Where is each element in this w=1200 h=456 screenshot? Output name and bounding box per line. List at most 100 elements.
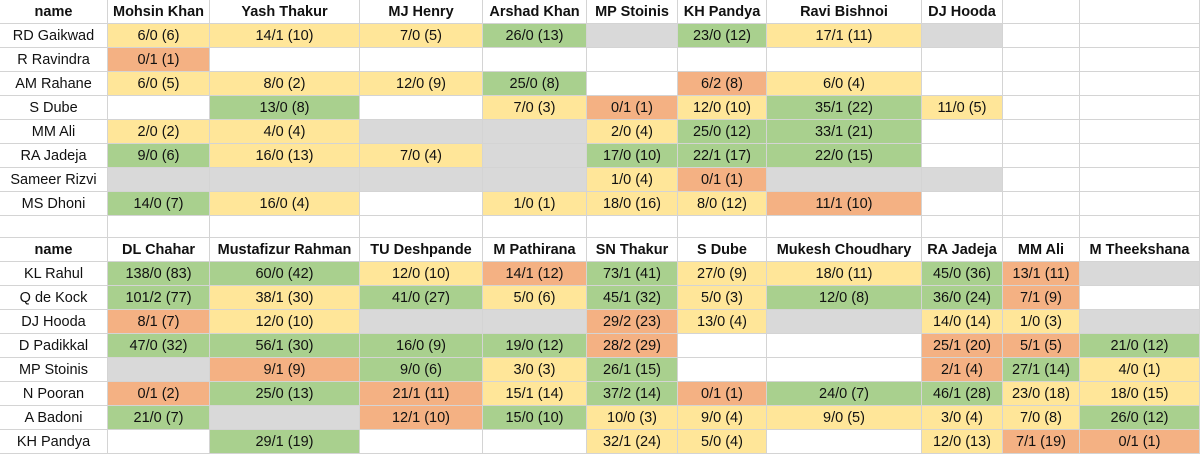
row-name: Q de Kock	[0, 286, 108, 310]
data-cell: 8/0 (2)	[210, 72, 360, 96]
data-cell: 3/0 (4)	[922, 406, 1003, 430]
empty-cell	[1080, 168, 1200, 192]
data-cell: 13/0 (4)	[678, 310, 767, 334]
row-name: Sameer Rizvi	[0, 168, 108, 192]
data-cell: 24/0 (7)	[767, 382, 922, 406]
data-cell: 36/0 (24)	[922, 286, 1003, 310]
empty-cell	[1003, 0, 1080, 24]
empty-cell	[1003, 96, 1080, 120]
data-cell: 29/1 (19)	[210, 430, 360, 454]
data-cell	[360, 48, 483, 72]
data-cell: 32/1 (24)	[587, 430, 678, 454]
row-name: A Badoni	[0, 406, 108, 430]
data-cell	[587, 72, 678, 96]
data-cell	[483, 310, 587, 334]
data-cell: 46/1 (28)	[922, 382, 1003, 406]
data-cell: 22/0 (15)	[767, 144, 922, 168]
data-cell: 16/0 (9)	[360, 334, 483, 358]
data-cell: 26/0 (12)	[1080, 406, 1200, 430]
data-cell: 21/0 (7)	[108, 406, 210, 430]
data-cell	[360, 192, 483, 216]
data-cell: 7/0 (5)	[360, 24, 483, 48]
data-cell: 0/1 (1)	[678, 382, 767, 406]
data-cell: 2/0 (4)	[587, 120, 678, 144]
data-cell: 16/0 (4)	[210, 192, 360, 216]
data-cell: 17/1 (11)	[767, 24, 922, 48]
data-cell: 13/0 (8)	[210, 96, 360, 120]
data-cell: 7/0 (8)	[1003, 406, 1080, 430]
data-cell: 18/0 (15)	[1080, 382, 1200, 406]
empty-cell	[1003, 168, 1080, 192]
empty-cell	[678, 216, 767, 238]
empty-cell	[360, 216, 483, 238]
data-cell: 6/0 (6)	[108, 24, 210, 48]
data-cell: 7/1 (9)	[1003, 286, 1080, 310]
header-cell: MJ Henry	[360, 0, 483, 24]
row-name: S Dube	[0, 96, 108, 120]
data-cell: 56/1 (30)	[210, 334, 360, 358]
header-cell: name	[0, 0, 108, 24]
data-cell: 2/1 (4)	[922, 358, 1003, 382]
data-cell: 73/1 (41)	[587, 262, 678, 286]
header-cell: KH Pandya	[678, 0, 767, 24]
data-cell	[922, 192, 1003, 216]
header-cell: Mukesh Choudhary	[767, 238, 922, 262]
data-cell	[922, 120, 1003, 144]
empty-cell	[1003, 216, 1080, 238]
data-cell	[1080, 310, 1200, 334]
data-cell	[678, 48, 767, 72]
empty-cell	[1080, 96, 1200, 120]
data-cell	[360, 96, 483, 120]
row-name: DJ Hooda	[0, 310, 108, 334]
header-cell: Mustafizur Rahman	[210, 238, 360, 262]
data-cell: 37/2 (14)	[587, 382, 678, 406]
data-cell: 10/0 (3)	[587, 406, 678, 430]
header-cell: TU Deshpande	[360, 238, 483, 262]
empty-cell	[1080, 24, 1200, 48]
data-cell: 15/0 (10)	[483, 406, 587, 430]
data-cell: 5/0 (4)	[678, 430, 767, 454]
empty-cell	[1003, 120, 1080, 144]
data-cell	[108, 96, 210, 120]
header-cell: S Dube	[678, 238, 767, 262]
data-cell: 25/0 (12)	[678, 120, 767, 144]
data-cell	[210, 48, 360, 72]
data-cell: 12/0 (9)	[360, 72, 483, 96]
header-cell: Yash Thakur	[210, 0, 360, 24]
row-name: KL Rahul	[0, 262, 108, 286]
data-cell: 9/0 (6)	[360, 358, 483, 382]
empty-cell	[0, 216, 108, 238]
data-cell: 7/0 (3)	[483, 96, 587, 120]
data-cell	[483, 430, 587, 454]
data-cell: 15/1 (14)	[483, 382, 587, 406]
empty-cell	[1080, 72, 1200, 96]
data-cell: 18/0 (11)	[767, 262, 922, 286]
data-cell	[767, 358, 922, 382]
data-cell	[767, 334, 922, 358]
data-cell: 0/1 (1)	[678, 168, 767, 192]
data-cell	[767, 430, 922, 454]
header-cell: DJ Hooda	[922, 0, 1003, 24]
data-cell	[483, 48, 587, 72]
data-cell: 45/0 (36)	[922, 262, 1003, 286]
data-cell: 5/0 (3)	[678, 286, 767, 310]
header-cell: RA Jadeja	[922, 238, 1003, 262]
empty-cell	[1080, 0, 1200, 24]
data-cell: 27/1 (14)	[1003, 358, 1080, 382]
header-cell: M Pathirana	[483, 238, 587, 262]
data-cell: 18/0 (16)	[587, 192, 678, 216]
row-name: MS Dhoni	[0, 192, 108, 216]
data-cell: 27/0 (9)	[678, 262, 767, 286]
empty-cell	[1003, 72, 1080, 96]
empty-cell	[483, 216, 587, 238]
row-name: N Pooran	[0, 382, 108, 406]
data-cell	[922, 168, 1003, 192]
data-cell: 45/1 (32)	[587, 286, 678, 310]
header-cell: MP Stoinis	[587, 0, 678, 24]
data-cell	[483, 168, 587, 192]
data-cell	[1080, 262, 1200, 286]
data-cell: 23/0 (18)	[1003, 382, 1080, 406]
row-name: RA Jadeja	[0, 144, 108, 168]
data-cell: 9/0 (5)	[767, 406, 922, 430]
